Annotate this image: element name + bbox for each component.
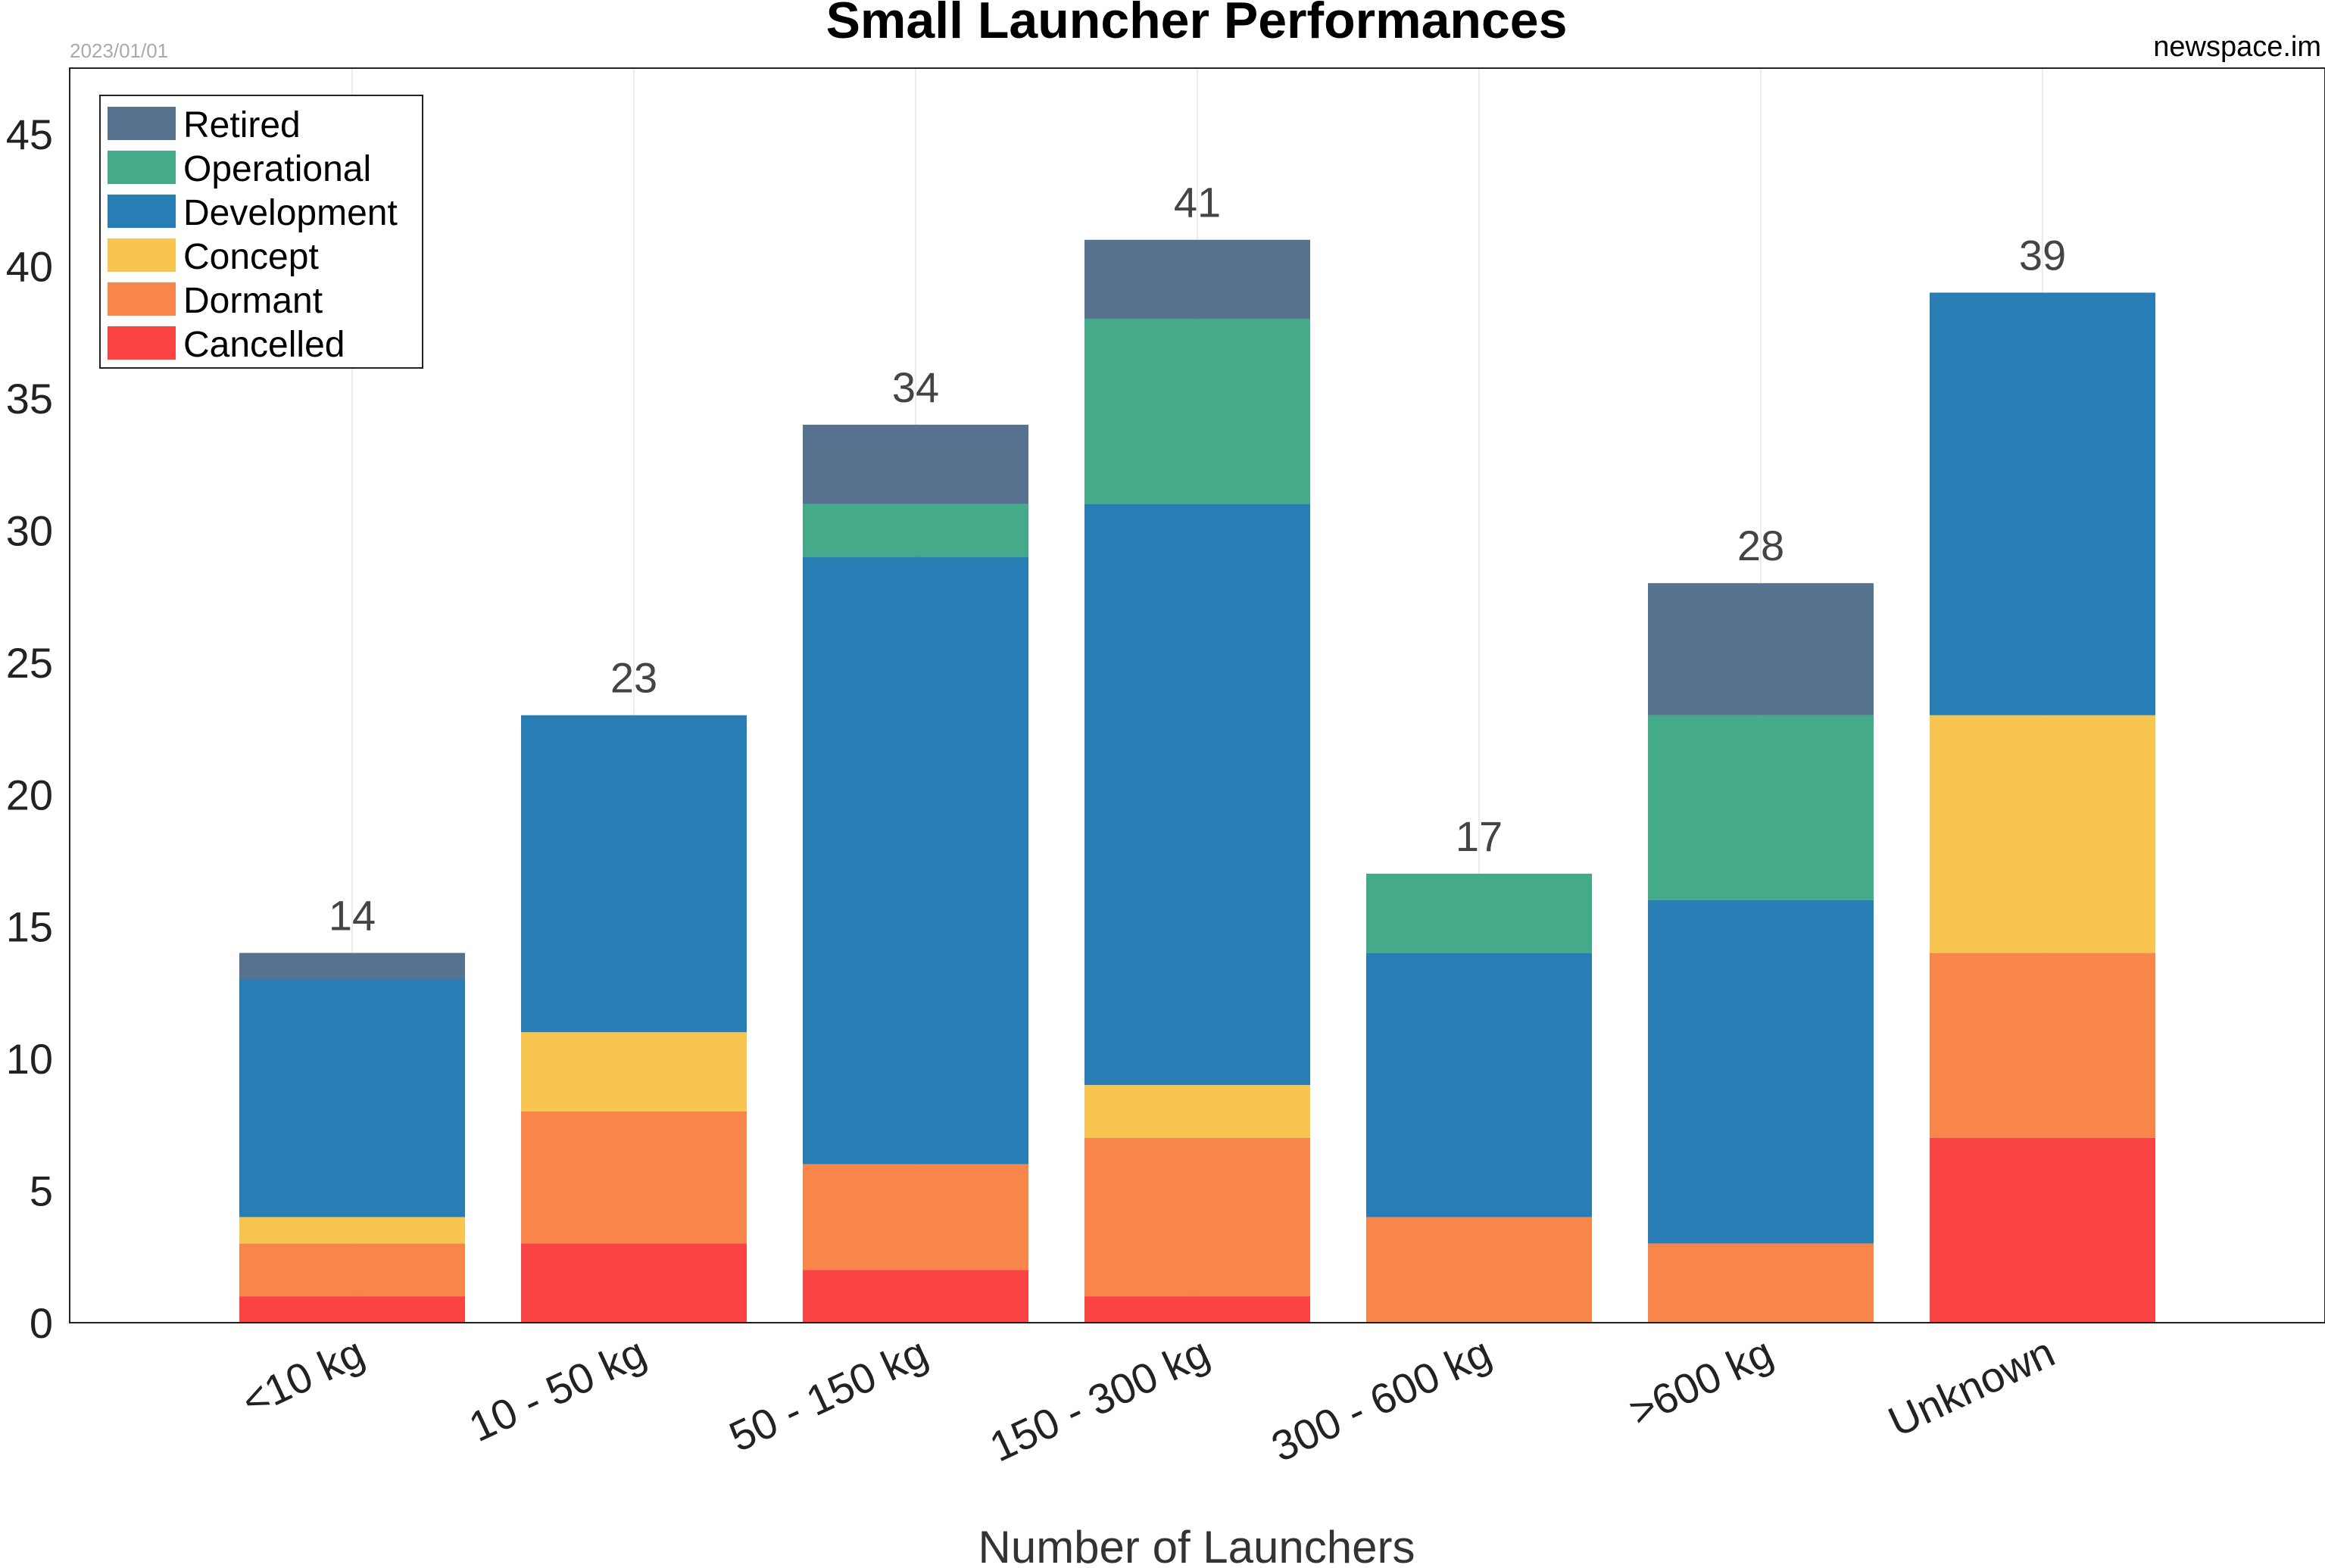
bar-segment-development	[1648, 899, 1874, 1244]
y-tick-label: 35	[6, 375, 53, 422]
total-label: 23	[610, 654, 657, 702]
bar-segment-cancelled	[1930, 1137, 2155, 1323]
bar-segment-development	[521, 715, 747, 1033]
bars	[239, 239, 2155, 1323]
y-tick-label: 40	[6, 243, 53, 291]
bar-segment-cancelled	[521, 1243, 747, 1323]
legend-label: Retired	[183, 105, 301, 145]
x-axis-label: Number of Launchers	[978, 1522, 1415, 1568]
bar-segment-concept	[521, 1032, 747, 1111]
bar-segment-retired	[803, 424, 1028, 504]
legend-swatch	[108, 195, 176, 228]
bar-segment-operational	[1366, 873, 1592, 953]
bar-segment-retired	[1648, 583, 1874, 715]
legend-label: Cancelled	[183, 325, 345, 365]
legend-box	[99, 95, 423, 369]
bar-segment-operational	[1648, 715, 1874, 900]
y-tick-label: 15	[6, 903, 53, 951]
total-label: 14	[329, 892, 376, 940]
y-tick-label: 25	[6, 639, 53, 687]
x-tick-label: 50 - 150 kg	[722, 1328, 935, 1461]
x-tick-label: 150 - 300 kg	[982, 1328, 1216, 1471]
plot-frame	[69, 67, 2325, 1323]
legend-swatch	[108, 151, 176, 184]
total-label: 17	[1456, 812, 1503, 860]
legend-swatch	[108, 107, 176, 140]
total-label: 41	[1174, 179, 1221, 226]
total-label: 28	[1737, 522, 1784, 569]
bar-segment-concept	[239, 1217, 465, 1244]
bar-segment-dormant	[1084, 1137, 1310, 1297]
total-label: 39	[2019, 232, 2066, 279]
y-tick-label: 5	[30, 1167, 53, 1215]
bar-segment-development	[239, 979, 465, 1217]
y-tick-label: 45	[6, 111, 53, 158]
legend-label: Operational	[183, 149, 371, 189]
x-tick-label: >600 kg	[1621, 1328, 1780, 1436]
bar-segment-cancelled	[239, 1296, 465, 1323]
y-tick-label: 0	[30, 1299, 53, 1347]
legend-swatch	[108, 282, 176, 316]
bar-segment-retired	[1084, 239, 1310, 320]
date-label: 2023/01/01	[70, 39, 168, 62]
bar-segment-development	[1366, 952, 1592, 1217]
x-tick-label: <10 kg	[235, 1328, 371, 1426]
x-axis-ticks: <10 kg 10 - 50 kg 50 - 150 kg 150 - 300 kg 3…	[235, 1328, 2061, 1471]
x-tick-label: 300 - 600 kg	[1264, 1328, 1498, 1471]
bar-segment-concept	[1930, 715, 2155, 953]
y-tick-label: 10	[6, 1035, 53, 1083]
chart-title: Small Launcher Performances	[826, 0, 1568, 49]
legend-label: Dormant	[183, 281, 323, 321]
legend-label: Concept	[183, 237, 319, 277]
bar-segment-development	[1084, 503, 1310, 1086]
total-labels: 14 23 34 41 17 28 39	[329, 179, 2066, 940]
legend-label: Development	[183, 193, 398, 233]
bar-segment-dormant	[1366, 1217, 1592, 1323]
bar-segment-operational	[803, 503, 1028, 557]
legend-swatch	[108, 326, 176, 360]
bar-segment-dormant	[803, 1164, 1028, 1270]
y-tick-label: 30	[6, 507, 53, 554]
legend: RetiredOperationalDevelopmentConceptDorm…	[99, 95, 423, 369]
x-tick-label: Unknown	[1881, 1328, 2061, 1446]
bar-segment-dormant	[1648, 1243, 1874, 1323]
bar-segment-dormant	[239, 1243, 465, 1297]
bar-segment-operational	[1084, 319, 1310, 504]
bar-segment-cancelled	[803, 1270, 1028, 1323]
legend-swatch	[108, 238, 176, 272]
y-tick-label: 20	[6, 771, 53, 818]
bar-segment-dormant	[1930, 952, 2155, 1138]
source-label: newspace.im	[2153, 31, 2321, 63]
y-axis-ticks: 0 5 10 15 20 25 30 35 40 45	[6, 111, 53, 1347]
x-tick-label: 10 - 50 kg	[462, 1328, 653, 1451]
total-label: 34	[892, 363, 939, 411]
bar-segment-dormant	[521, 1111, 747, 1244]
bar-segment-concept	[1084, 1085, 1310, 1138]
bar-segment-cancelled	[1084, 1296, 1310, 1323]
bar-segment-development	[803, 556, 1028, 1164]
bar-segment-development	[1930, 292, 2155, 715]
bar-segment-retired	[239, 952, 465, 980]
